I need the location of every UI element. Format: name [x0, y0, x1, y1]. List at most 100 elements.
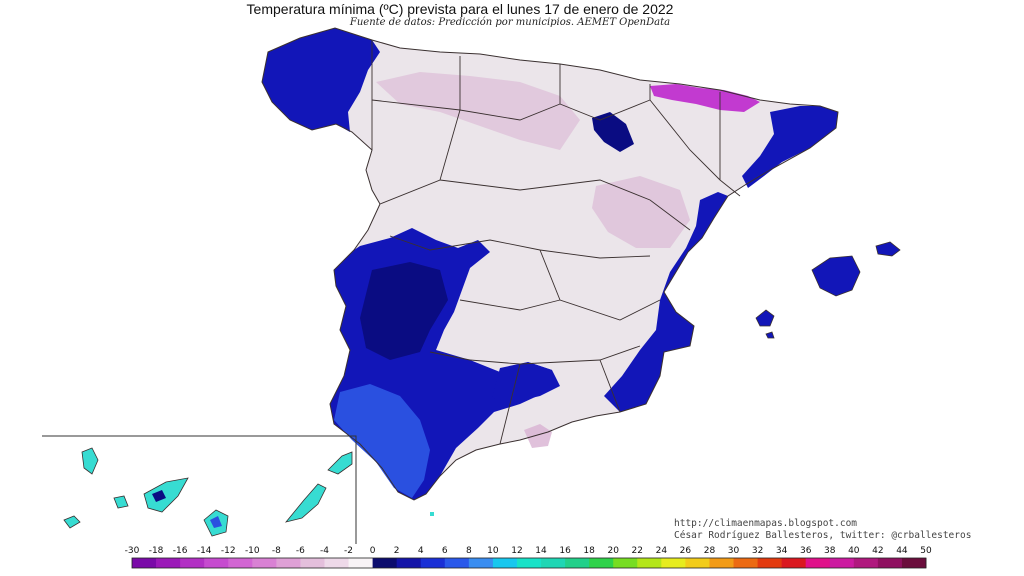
- legend-tick-label: -8: [272, 546, 281, 556]
- legend-tick-label: -12: [221, 546, 236, 556]
- legend-tick-label: -30: [125, 546, 140, 556]
- legend-swatch: [637, 558, 662, 568]
- legend-tick-label: 16: [559, 546, 571, 556]
- legend-swatch: [613, 558, 638, 568]
- cold-zone-catalonia: [742, 106, 838, 188]
- legend-swatch: [901, 558, 927, 568]
- canary-islands: [63, 447, 434, 537]
- legend-swatch: [156, 558, 181, 568]
- color-scale-bar: [131, 557, 927, 569]
- mild-zone-south-coast: [334, 384, 430, 498]
- legend-swatch: [853, 558, 879, 568]
- legend-tick-label: 40: [848, 546, 860, 556]
- credits: http://climaenmapas.blogspot.com César R…: [674, 518, 971, 542]
- legend-swatch: [685, 558, 710, 568]
- fuerteventura-island: [284, 483, 327, 523]
- legend-swatch: [733, 558, 758, 568]
- legend-frame: [131, 557, 927, 569]
- cold-zone-galicia: [262, 28, 380, 132]
- legend-tick-label: 18: [583, 546, 595, 556]
- legend-swatch: [541, 558, 566, 568]
- legend-tick-labels: -30 -18 -16 -14 -12 -10 -8 -6 -4 -2 0 2 4 6 8 10 12 14 16 1…: [125, 546, 932, 556]
- ibiza-island: [755, 309, 775, 327]
- legend-swatch: [180, 558, 205, 568]
- credits-author: César Rodríguez Ballesteros, twitter: @c…: [674, 530, 972, 541]
- menorca-island: [875, 241, 901, 257]
- legend-swatch: [516, 558, 542, 568]
- map-subtitle: Fuente de datos: Predicción por municipi…: [349, 17, 671, 28]
- formentera-island: [765, 331, 775, 339]
- legend-tick-label: 50: [920, 546, 932, 556]
- legend-swatch: [276, 558, 301, 568]
- legend-tick-label: 42: [872, 546, 883, 556]
- frost-zone-north: [376, 72, 580, 150]
- tenerife-island: [143, 477, 189, 513]
- legend-tick-label: 2: [394, 546, 400, 556]
- frost-zone-iberian: [592, 176, 690, 248]
- legend-tick-label: 20: [607, 546, 619, 556]
- legend-tick-label: 6: [442, 546, 448, 556]
- legend-swatch: [396, 558, 422, 568]
- legend-swatch: [589, 558, 614, 568]
- cold-zone-west-deep: [360, 262, 448, 360]
- legend-tick-label: 34: [776, 546, 788, 556]
- legend-swatch: [829, 558, 855, 568]
- region-borders: [371, 40, 741, 445]
- frost-zone-pyrenees: [650, 84, 760, 112]
- legend-tick-label: 30: [728, 546, 740, 556]
- peninsula-outline: [261, 27, 839, 501]
- tenerife-teide: [152, 490, 166, 502]
- cold-zone-southeast: [492, 362, 560, 402]
- legend-tick-label: 36: [800, 546, 812, 556]
- legend-swatch: [781, 558, 807, 568]
- legend-tick-label: -10: [245, 546, 260, 556]
- legend-tick-label: 4: [418, 546, 424, 556]
- legend-tick-label: -6: [296, 546, 305, 556]
- legend-swatch: [492, 558, 518, 568]
- legend-swatch: [877, 558, 903, 568]
- legend-swatch: [661, 558, 686, 568]
- legend-swatch: [132, 558, 157, 568]
- legend-tick-label: 32: [752, 546, 763, 556]
- legend-tick-label: 26: [680, 546, 692, 556]
- lanzarote-island: [327, 451, 353, 475]
- gran-canaria-center: [210, 516, 222, 528]
- el-hierro-island: [63, 515, 81, 529]
- legend-swatch: [757, 558, 783, 568]
- legend-swatch: [228, 558, 253, 568]
- legend-swatch: [348, 558, 374, 568]
- map-title: Temperatura mínima (ºC) prevista para el…: [246, 1, 674, 17]
- legend-swatch: [204, 558, 229, 568]
- legend-tick-label: 10: [487, 546, 499, 556]
- canary-inset-frame: [42, 435, 357, 544]
- legend-tick-label: 28: [704, 546, 716, 556]
- mallorca-island: [811, 255, 861, 297]
- legend-tick-label: 22: [632, 546, 643, 556]
- legend-swatch: [805, 558, 831, 568]
- legend-tick-label: 44: [896, 546, 908, 556]
- legend-tick-label: 24: [656, 546, 668, 556]
- cold-zone-burgos: [592, 112, 634, 152]
- legend-tick-label: -14: [197, 546, 212, 556]
- legend-swatch: [468, 558, 494, 568]
- cold-zone-levante: [604, 192, 728, 412]
- legend-swatch: [372, 558, 398, 568]
- legend-swatch: [444, 558, 470, 568]
- legend-tick-label: 12: [511, 546, 522, 556]
- legend-swatch: [252, 558, 277, 568]
- la-palma-island: [81, 447, 99, 475]
- legend-tick-label: 8: [466, 546, 472, 556]
- alboran-island: [430, 512, 434, 516]
- legend-tick-label: -4: [320, 546, 329, 556]
- frost-zone-nevada: [524, 424, 552, 448]
- legend-swatch: [709, 558, 734, 568]
- credits-blog-url: http://climaenmapas.blogspot.com: [674, 518, 858, 529]
- legend-tick-label: 14: [535, 546, 547, 556]
- legend-swatch: [300, 558, 325, 568]
- legend-tick-label: -18: [149, 546, 164, 556]
- legend-tick-label: -2: [344, 546, 353, 556]
- legend-tick-label: -16: [173, 546, 188, 556]
- legend-swatch: [565, 558, 590, 568]
